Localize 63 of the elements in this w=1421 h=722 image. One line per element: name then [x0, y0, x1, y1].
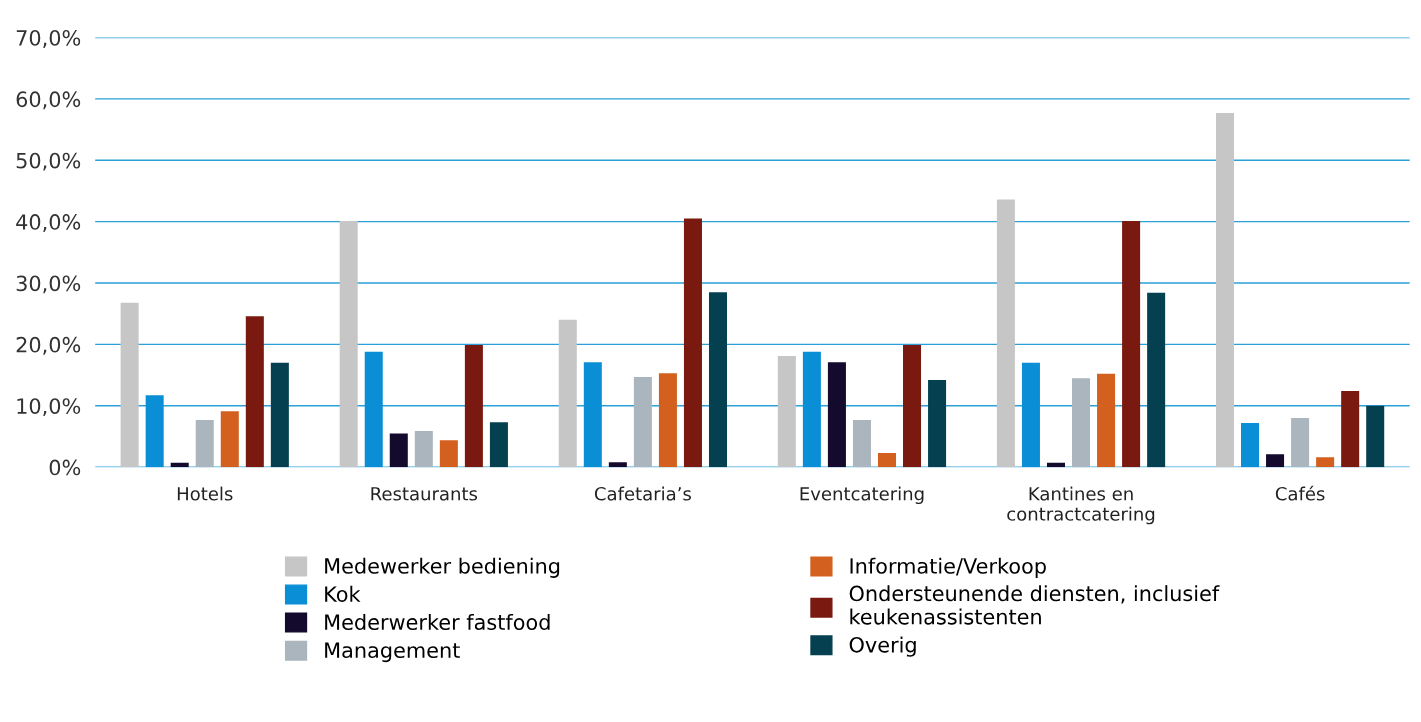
bar	[558, 319, 577, 468]
bar	[1072, 378, 1091, 468]
bar	[1266, 454, 1285, 468]
x-tick-label: Hotels	[177, 486, 233, 501]
bar	[877, 453, 896, 468]
bar	[120, 302, 139, 468]
legend-label: Informatie/Verkoop	[850, 557, 1046, 578]
bar	[170, 462, 189, 468]
bar	[996, 199, 1015, 468]
bar	[220, 411, 239, 468]
bar	[802, 351, 821, 468]
legend-label: Ondersteunende diensten, inclusief keukenassistenten	[849, 585, 1220, 625]
bar	[489, 422, 508, 468]
legend-label: Management	[325, 642, 460, 663]
bar	[903, 345, 922, 468]
y-tick-label: 10,0%	[17, 398, 81, 417]
bar	[270, 362, 289, 468]
bar	[608, 462, 627, 468]
x-tick-label: Eventcatering	[800, 486, 924, 505]
y-tick-label: 0%	[49, 459, 81, 476]
bar	[852, 419, 871, 468]
bar	[245, 316, 264, 468]
y-tick-label: 30,0%	[16, 275, 81, 294]
bar	[364, 351, 383, 468]
bar	[658, 373, 677, 468]
bar	[1147, 292, 1166, 468]
bar	[827, 362, 846, 468]
bar	[195, 419, 214, 468]
bar	[1241, 422, 1260, 468]
bar	[439, 440, 458, 468]
x-tick-label: Kantines en contractcatering	[1007, 486, 1155, 525]
x-tick-label: Cafés	[1275, 485, 1325, 501]
bar	[1122, 221, 1141, 468]
bar	[339, 221, 358, 468]
legend-label: Kok	[325, 585, 361, 602]
bar	[464, 345, 483, 468]
y-tick-label: 20,0%	[16, 336, 81, 355]
bar	[389, 433, 408, 468]
bar	[1291, 418, 1310, 468]
bar	[1366, 405, 1385, 468]
bar	[1341, 391, 1360, 468]
bar	[414, 430, 433, 468]
bar	[1316, 457, 1335, 468]
bar	[708, 292, 728, 468]
bar	[145, 395, 164, 468]
bar	[633, 376, 652, 468]
bar	[683, 218, 702, 468]
bar	[1097, 373, 1116, 468]
bar	[1021, 362, 1040, 468]
legend-label: Mederwerker fastfood	[325, 613, 550, 631]
bar	[777, 356, 796, 468]
legend-label: Medewerker bediening	[325, 557, 560, 578]
y-tick-label: 40,0%	[16, 214, 81, 232]
y-tick-label: 50,0%	[16, 152, 81, 171]
y-tick-label: 70,0%	[16, 30, 81, 48]
bar	[1046, 462, 1065, 468]
y-tick-label: 60,0%	[16, 91, 81, 110]
x-tick-label: Restaurants	[371, 487, 478, 501]
legend-label: Overig	[849, 636, 916, 657]
x-tick-label: Cafetaria’s	[594, 486, 691, 501]
bar	[1215, 113, 1234, 468]
bar	[928, 379, 947, 468]
bar	[583, 362, 602, 468]
